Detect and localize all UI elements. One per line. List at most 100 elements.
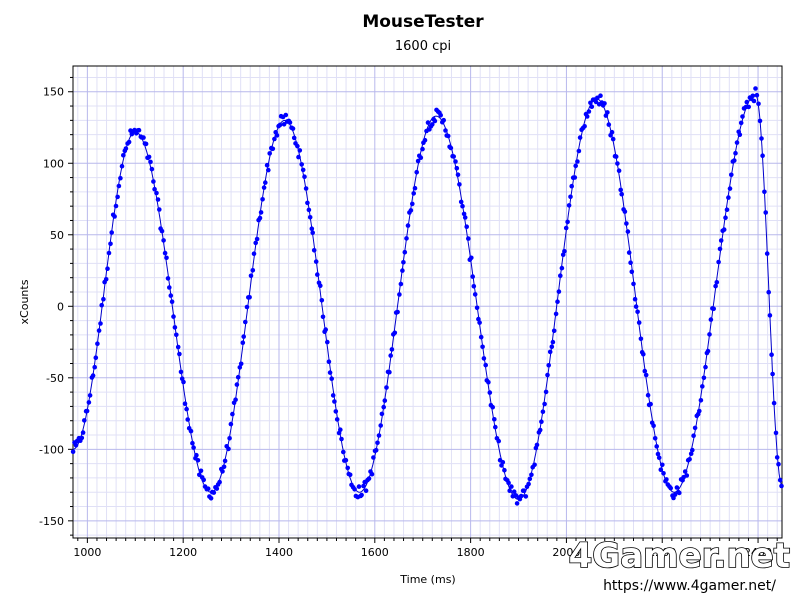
data-point: [682, 469, 688, 474]
data-point: [464, 224, 470, 229]
data-point: [113, 203, 119, 209]
y-tick-label: -150: [39, 515, 64, 528]
data-point: [157, 207, 162, 212]
data-point: [492, 417, 497, 422]
data-point: [195, 458, 201, 463]
data-point: [636, 320, 642, 325]
data-point: [121, 153, 126, 158]
data-point: [297, 148, 303, 153]
data-point: [381, 404, 387, 410]
data-point: [171, 314, 176, 319]
data-point: [123, 146, 129, 151]
y-tick-labels: -150 -100 -50 0 50 100 150: [39, 86, 64, 528]
data-point: [487, 390, 493, 395]
fit-line-layer: [72, 94, 783, 500]
data-point: [518, 493, 524, 499]
data-point: [432, 118, 438, 124]
data-point: [642, 368, 648, 374]
data-point: [654, 444, 659, 449]
data-point: [106, 250, 112, 256]
data-point: [382, 398, 388, 403]
fit-line: [72, 94, 783, 500]
data-point: [230, 411, 235, 417]
data-point: [466, 236, 471, 241]
data-point: [98, 321, 103, 326]
data-point: [713, 283, 718, 289]
data-point: [303, 186, 309, 191]
data-point: [738, 120, 744, 126]
data-points-layer: [70, 86, 784, 506]
data-point: [389, 347, 395, 352]
data-point: [92, 364, 97, 370]
data-point: [332, 399, 337, 404]
data-point: [511, 489, 517, 495]
data-point: [496, 438, 502, 444]
data-point: [387, 369, 392, 375]
data-point: [631, 281, 636, 287]
data-point: [753, 86, 758, 91]
data-point: [764, 251, 770, 256]
data-point: [708, 317, 714, 322]
data-point: [767, 313, 773, 318]
data-point: [677, 490, 682, 496]
x-axis-label: Time (ms): [399, 573, 455, 586]
data-point: [707, 332, 712, 337]
data-point: [281, 122, 287, 127]
data-point: [477, 320, 482, 325]
data-point: [115, 194, 120, 200]
x-tick-labels: 1000 1200 1400 1600 1800 2000 2200 2400: [73, 546, 772, 559]
data-point: [227, 436, 232, 441]
data-point: [70, 449, 76, 455]
data-point: [674, 485, 680, 490]
data-point: [319, 298, 325, 303]
data-point: [151, 179, 156, 184]
data-point: [626, 250, 632, 255]
data-point: [172, 325, 178, 330]
data-point: [270, 146, 276, 152]
data-point: [632, 296, 638, 302]
watermark: 4Gamer.net https://www.4gamer.net/: [568, 535, 791, 594]
y-tick-label: -100: [39, 443, 64, 456]
data-point: [448, 145, 454, 151]
data-point: [744, 99, 750, 105]
data-point: [103, 277, 109, 282]
data-point: [572, 175, 578, 180]
watermark-logo: 4Gamer.net: [569, 536, 790, 576]
data-point: [521, 488, 527, 494]
data-point: [371, 455, 376, 460]
data-point: [514, 501, 520, 506]
data-point: [334, 417, 340, 422]
x-tick-label: 1600: [361, 546, 389, 559]
data-point: [408, 208, 414, 213]
data-point: [251, 251, 257, 256]
data-point: [240, 340, 246, 346]
data-point: [589, 104, 595, 109]
data-point: [483, 362, 489, 368]
major-gridlines: [73, 66, 782, 538]
data-point: [422, 137, 428, 143]
data-point: [418, 155, 424, 160]
data-point: [779, 483, 784, 489]
data-point: [237, 365, 243, 370]
data-point: [254, 236, 260, 242]
data-point: [79, 435, 85, 441]
data-point: [211, 490, 217, 495]
data-point: [379, 411, 385, 417]
data-point: [777, 477, 783, 483]
data-point: [577, 135, 583, 140]
data-point: [272, 136, 277, 142]
data-point: [721, 227, 727, 232]
data-point: [645, 392, 651, 398]
data-point: [633, 304, 639, 309]
x-tick-label: 2200: [648, 546, 676, 559]
data-point: [546, 363, 551, 368]
data-point: [330, 393, 336, 398]
data-point: [658, 467, 664, 473]
data-point: [506, 480, 511, 486]
data-point: [711, 306, 716, 312]
data-point: [119, 163, 125, 169]
data-point: [605, 110, 610, 115]
data-point: [652, 436, 658, 441]
data-point: [458, 199, 464, 205]
